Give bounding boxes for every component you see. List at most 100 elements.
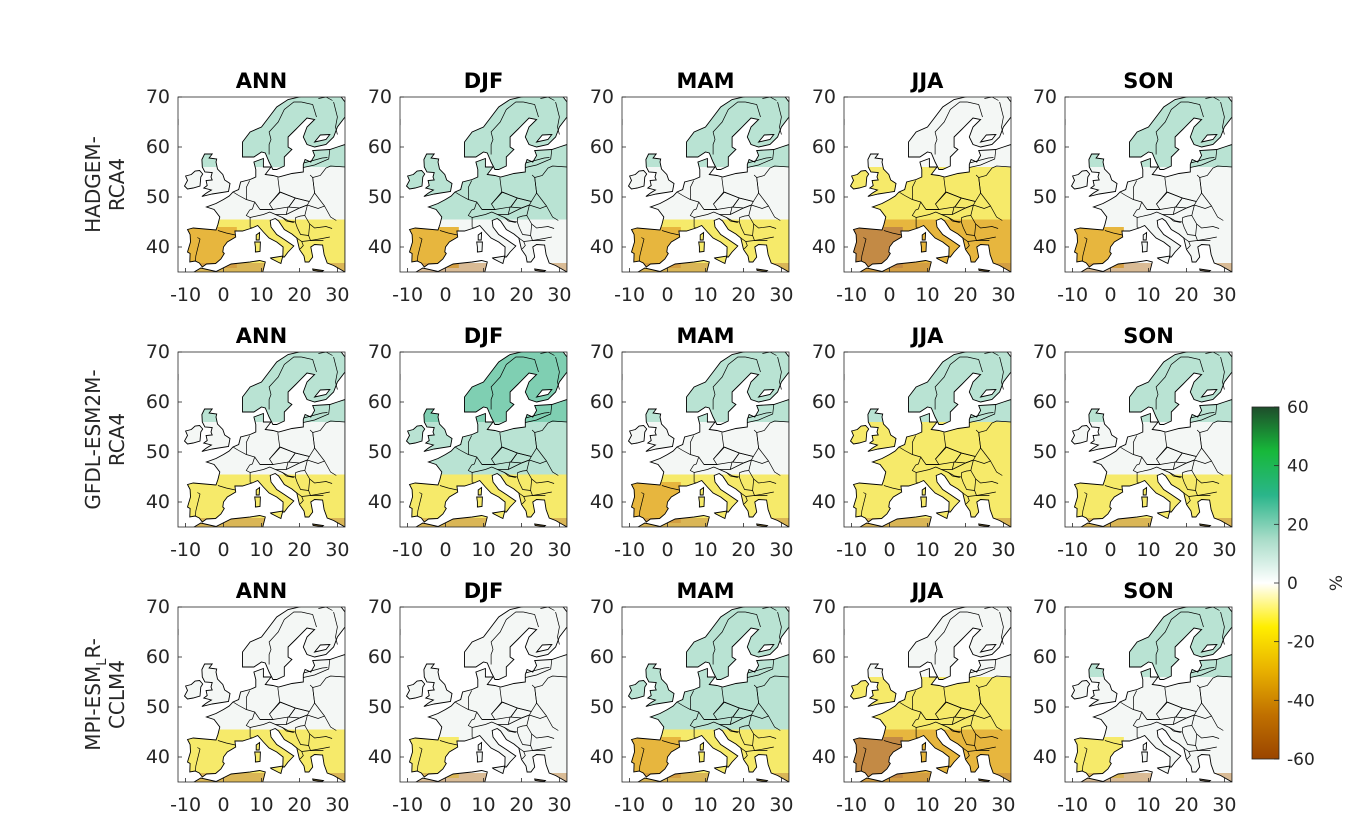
coast-scandinavia bbox=[242, 607, 345, 680]
border-4 bbox=[1132, 180, 1138, 200]
x-tick-label: 30 bbox=[991, 284, 1015, 306]
coast-iceland bbox=[400, 373, 401, 381]
x-tick-label: 0 bbox=[439, 284, 451, 306]
y-tick-label: 50 bbox=[1033, 441, 1057, 463]
panel-title: JJA bbox=[910, 579, 945, 603]
border-3 bbox=[1119, 701, 1143, 739]
x-tick-label: 10 bbox=[249, 539, 273, 561]
coast-ireland bbox=[627, 680, 648, 700]
border-4 bbox=[911, 435, 917, 455]
coast-britain bbox=[1088, 153, 1118, 197]
border-7 bbox=[1147, 716, 1176, 725]
band-north-africa bbox=[1065, 773, 1232, 782]
band-north-africa bbox=[178, 263, 345, 272]
coast-crete bbox=[312, 268, 325, 272]
border-13 bbox=[970, 725, 999, 739]
x-tick-label: 0 bbox=[217, 794, 229, 816]
border-10 bbox=[510, 452, 532, 464]
border-15 bbox=[296, 747, 304, 760]
border-11 bbox=[730, 714, 781, 731]
y-tick-label: 40 bbox=[812, 746, 836, 768]
border-5 bbox=[698, 687, 725, 720]
band-north-africa bbox=[622, 773, 789, 782]
borders bbox=[195, 352, 345, 517]
border-25 bbox=[745, 611, 761, 628]
y-tick-label: 60 bbox=[590, 646, 614, 668]
y-tick-label: 50 bbox=[590, 441, 614, 463]
border-1 bbox=[883, 485, 902, 491]
coastlines bbox=[178, 97, 345, 272]
border-9 bbox=[945, 174, 981, 202]
coast-africa bbox=[193, 770, 266, 782]
y-tick-label: 40 bbox=[1033, 236, 1057, 258]
border-18 bbox=[726, 217, 738, 223]
coastlines bbox=[844, 607, 1011, 782]
y-tick-label: 70 bbox=[812, 596, 836, 618]
border-2 bbox=[417, 747, 423, 772]
border-25 bbox=[301, 101, 317, 118]
border-15 bbox=[296, 237, 304, 250]
borders bbox=[195, 97, 345, 262]
y-tick-label: 40 bbox=[146, 746, 170, 768]
border-19 bbox=[756, 420, 789, 449]
x-tick-label: 20 bbox=[953, 284, 977, 306]
border-7 bbox=[482, 461, 511, 470]
x-tick-label: -10 bbox=[836, 794, 867, 816]
border-13 bbox=[1191, 725, 1220, 739]
border-9 bbox=[501, 174, 537, 202]
border-2 bbox=[861, 747, 867, 772]
border-2 bbox=[639, 747, 645, 772]
coast-corsica bbox=[477, 231, 483, 241]
border-5 bbox=[476, 432, 503, 465]
border-7 bbox=[482, 206, 511, 215]
coast-sicily bbox=[713, 255, 728, 265]
row-label-line2: RCA4 bbox=[105, 158, 129, 211]
border-4 bbox=[689, 180, 695, 200]
border-17 bbox=[1181, 221, 1196, 236]
border-24 bbox=[712, 611, 746, 665]
x-tick-label: -10 bbox=[170, 539, 201, 561]
row-label-tail: R- bbox=[81, 638, 105, 658]
coast-iceland bbox=[400, 628, 401, 636]
border-13 bbox=[748, 215, 777, 229]
coast-sardinia bbox=[476, 496, 483, 508]
border-23 bbox=[1220, 611, 1225, 645]
band-north-africa bbox=[178, 773, 345, 782]
border-25 bbox=[301, 356, 317, 373]
border-11 bbox=[1173, 459, 1224, 476]
coast-corsica bbox=[699, 486, 705, 496]
x-tick-label: -10 bbox=[614, 284, 645, 306]
border-23 bbox=[333, 611, 338, 645]
border-23 bbox=[333, 101, 338, 135]
border-23 bbox=[333, 356, 338, 390]
band-north-africa bbox=[622, 518, 789, 527]
border-9 bbox=[723, 174, 759, 202]
border-20 bbox=[303, 659, 331, 678]
coast-ireland bbox=[627, 425, 648, 445]
coast-africa bbox=[193, 515, 266, 527]
coast-sicily bbox=[269, 765, 284, 775]
y-tick-label: 70 bbox=[368, 86, 392, 108]
y-tick-label: 50 bbox=[590, 186, 614, 208]
coast-lake bbox=[313, 643, 331, 653]
borders bbox=[1082, 352, 1232, 517]
x-tick-label: 30 bbox=[1212, 284, 1236, 306]
border-26 bbox=[984, 97, 999, 101]
border-3 bbox=[232, 446, 256, 484]
border-13 bbox=[970, 470, 999, 484]
border-9 bbox=[501, 429, 537, 457]
coast-corsica bbox=[699, 741, 705, 751]
border-20 bbox=[1190, 659, 1218, 678]
x-tick-label: 20 bbox=[1174, 539, 1198, 561]
border-22 bbox=[314, 192, 325, 207]
border-22 bbox=[536, 192, 547, 207]
coast-iceland bbox=[178, 118, 179, 126]
coast-africa bbox=[415, 770, 488, 782]
border-16 bbox=[745, 240, 768, 242]
border-16 bbox=[301, 495, 324, 497]
border-5 bbox=[254, 687, 281, 720]
coast-continent bbox=[408, 144, 567, 272]
border-11 bbox=[508, 204, 559, 221]
border-6 bbox=[916, 466, 942, 473]
border-6 bbox=[250, 466, 276, 473]
